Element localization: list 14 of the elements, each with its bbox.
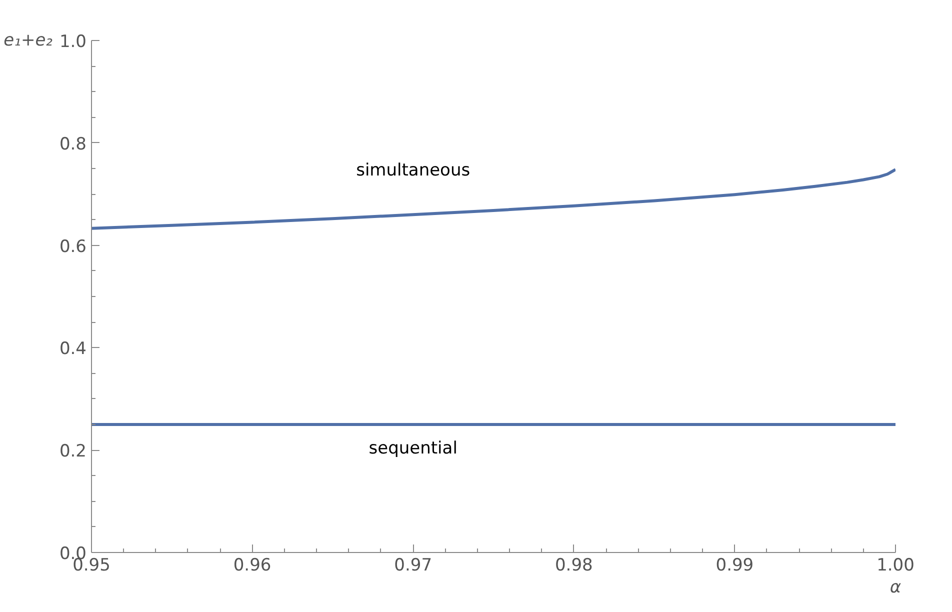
y-tick-label: 0.4 <box>59 339 87 360</box>
y-tick-label: 0.6 <box>59 236 87 257</box>
x-tick-label: 1.00 <box>876 556 914 576</box>
x-axis-title: α <box>890 578 902 598</box>
series-label: simultaneous <box>356 160 470 181</box>
series-label: sequential <box>368 438 458 458</box>
y-tick-label: 0.8 <box>59 134 87 154</box>
x-tick-label: 0.97 <box>394 556 432 576</box>
y-tick-label: 1.0 <box>59 32 87 52</box>
y-axis-title: e₁+e₂ <box>4 30 53 50</box>
x-tick-label: 0.96 <box>233 556 272 576</box>
x-tick-label: 0.99 <box>716 556 754 576</box>
x-tick-label: 0.98 <box>554 556 593 576</box>
y-tick-label: 0.2 <box>59 442 87 462</box>
